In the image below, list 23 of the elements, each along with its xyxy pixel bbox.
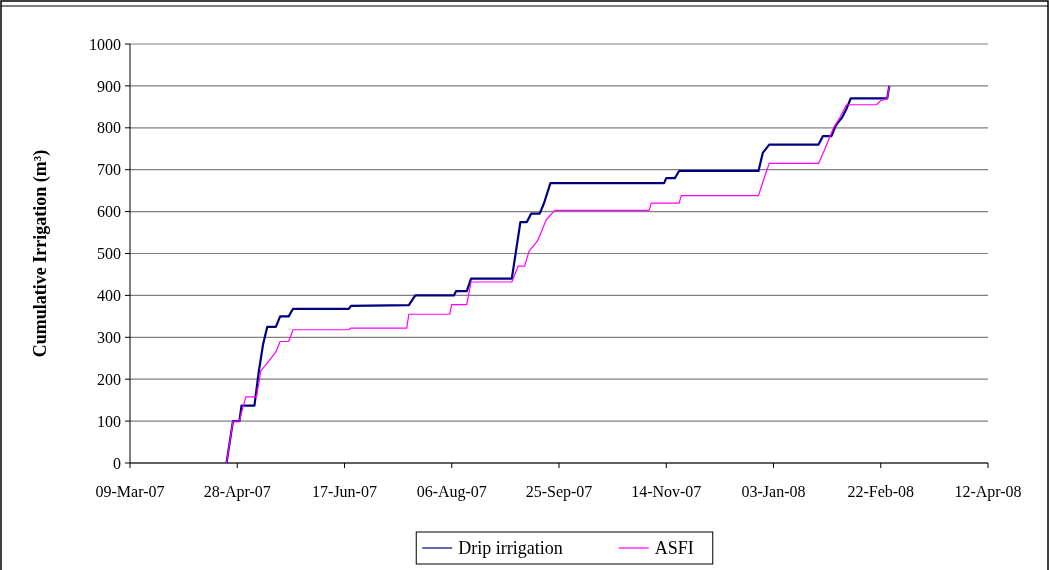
legend-label: ASFI [654,538,694,559]
x-tick-label: 28-Apr-07 [203,483,271,501]
x-tick-label: 12-Apr-08 [954,483,1022,501]
y-tick-label: 500 [97,245,121,263]
y-tick-label: 800 [97,119,121,137]
y-tick-label: 700 [97,161,121,179]
x-tick-label: 03-Jan-08 [741,483,806,500]
y-tick-label: 900 [97,77,121,95]
x-tick-label: 09-Mar-07 [95,483,165,500]
y-tick-label: 400 [97,287,121,304]
y-tick-label: 300 [97,328,121,346]
y-tick-label: 200 [97,370,121,388]
x-tick-label: 22-Feb-08 [847,483,915,500]
y-axis-title: Cumulative Irrigation (m³) [30,149,51,358]
x-tick-label: 06-Aug-07 [416,483,487,501]
x-tick-label: 14-Nov-07 [631,483,702,500]
y-tick-label: 100 [97,412,121,430]
y-tick-label: 0 [113,454,121,472]
y-tick-label: 1000 [89,35,121,53]
legend-label: Drip irrigation [458,538,563,559]
x-tick-label: 17-Jun-07 [312,483,377,500]
x-tick-label: 25-Sep-07 [525,483,593,501]
y-tick-label: 600 [97,203,121,221]
